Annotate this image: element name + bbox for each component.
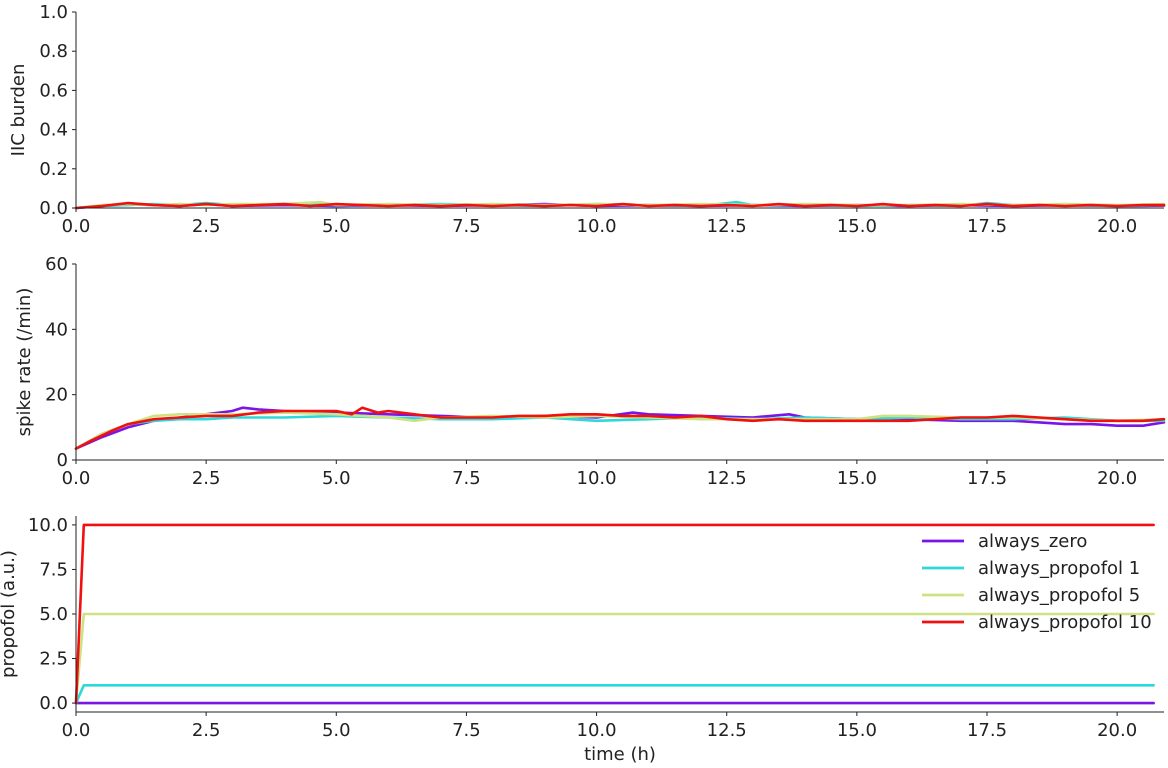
chart-panel-3: 0.0 2.5 5.0 7.5 10.0 12.5 15.0 17.5 20.0 0.0 2.5 5.… — [0, 515, 1164, 765]
x-tick-label: 0.0 — [62, 216, 91, 237]
x-tick-label: 10.0 — [577, 216, 617, 237]
x-tick-label: 0.0 — [62, 468, 91, 489]
series-line-3-4 — [74, 523, 1155, 705]
x-tick-label: 2.5 — [192, 468, 221, 489]
x-tick-label: 15.0 — [837, 720, 877, 741]
chart-panel-1: 0.0 2.5 5.0 7.5 10.0 12.5 15.0 17.5 20.0 0.0 0.2 0.… — [8, 2, 1166, 237]
y-tick-label: 0.0 — [39, 198, 68, 219]
x-tick-label: 2.5 — [192, 216, 221, 237]
legend-label: always_propofol 5 — [978, 585, 1140, 606]
y-tick-label: 1.0 — [39, 2, 68, 23]
y-tick-label: 10.0 — [28, 515, 68, 536]
y-tick-label: 60 — [45, 254, 68, 275]
x-tick-label: 12.5 — [707, 720, 747, 741]
series-line-3-2 — [74, 683, 1155, 705]
y-tick-label: 5.0 — [39, 604, 68, 625]
chart-panel-2: 0.0 2.5 5.0 7.5 10.0 12.5 15.0 17.5 20.0 0 20 40 60 s… — [14, 254, 1166, 489]
series-line-2-4 — [74, 406, 1166, 450]
x-tick-label: 15.0 — [837, 468, 877, 489]
x-tick-label: 2.5 — [192, 720, 221, 741]
x-tick-label: 20.0 — [1097, 468, 1137, 489]
x-tick-label: 20.0 — [1097, 216, 1137, 237]
x-tick-label: 0.0 — [62, 720, 91, 741]
y-tick-label: 0.6 — [39, 80, 68, 101]
x-tick-label: 10.0 — [577, 468, 617, 489]
x-tick-label: 7.5 — [452, 216, 481, 237]
y-tick-label: 7.5 — [39, 559, 68, 580]
x-tick-label: 5.0 — [322, 216, 351, 237]
legend-label: always_propofol 1 — [978, 558, 1140, 579]
series-line-1-4 — [74, 201, 1166, 210]
x-tick-label: 5.0 — [322, 720, 351, 741]
y-tick-label: 20 — [45, 385, 68, 406]
y-axis-label: spike rate (/min) — [14, 288, 35, 437]
x-tick-label: 5.0 — [322, 468, 351, 489]
y-tick-label: 0.8 — [39, 41, 68, 62]
x-tick-label: 12.5 — [707, 216, 747, 237]
x-tick-label: 15.0 — [837, 216, 877, 237]
y-axis-label: propofol (a.u.) — [0, 550, 19, 678]
y-tick-label: 0.4 — [39, 120, 68, 141]
x-tick-label: 12.5 — [707, 468, 747, 489]
x-tick-label: 17.5 — [967, 720, 1007, 741]
x-tick-label: 7.5 — [452, 468, 481, 489]
legend-label: always_zero — [978, 531, 1087, 552]
x-tick-label: 17.5 — [967, 216, 1007, 237]
legend-label: always_propofol 10 — [978, 612, 1152, 633]
y-tick-label: 40 — [45, 319, 68, 340]
x-tick-label: 10.0 — [577, 720, 617, 741]
x-tick-label: 20.0 — [1097, 720, 1137, 741]
x-tick-label: 7.5 — [452, 720, 481, 741]
y-tick-label: 0.0 — [39, 693, 68, 714]
y-axis-label: IIC burden — [8, 64, 29, 157]
series-line-2-3 — [74, 411, 1166, 450]
y-tick-label: 0 — [57, 450, 68, 471]
x-axis-label: time (h) — [584, 744, 656, 765]
y-tick-label: 2.5 — [39, 649, 68, 670]
x-tick-label: 17.5 — [967, 468, 1007, 489]
legend: always_zero always_propofol 1 always_propo… — [922, 531, 1152, 633]
y-tick-label: 0.2 — [39, 159, 68, 180]
